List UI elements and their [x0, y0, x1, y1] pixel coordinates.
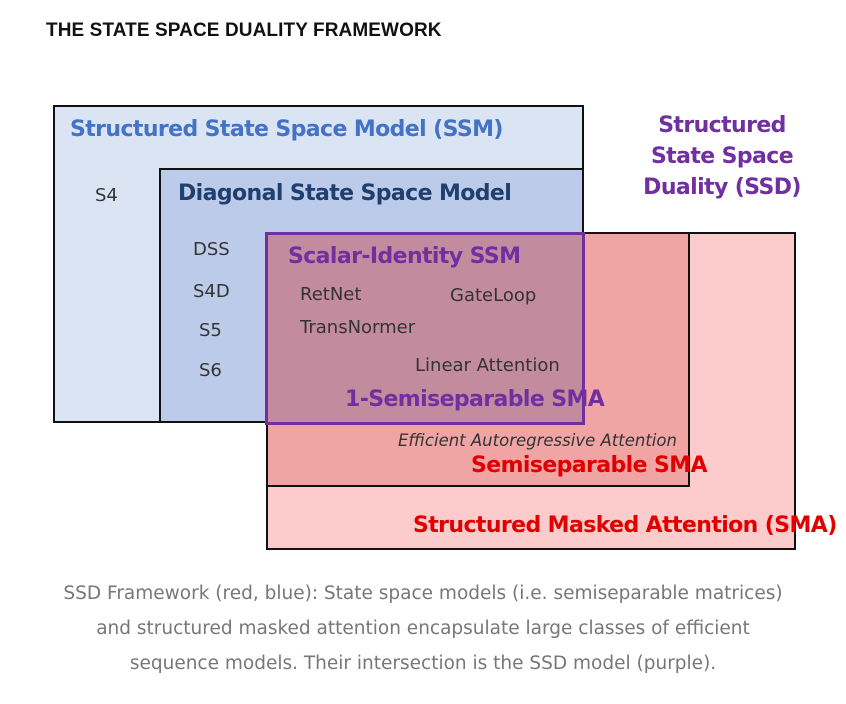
sma-label: Structured Masked Attention (SMA) [413, 513, 837, 538]
diagonal-ssm-label: Diagonal State Space Model [178, 181, 512, 206]
model-s6: S6 [199, 360, 222, 381]
caption-line-1: SSD Framework (red, blue): State space m… [63, 583, 783, 604]
model-transnormer: TransNormer [300, 317, 416, 338]
ssd-label-line-1: Structured [658, 113, 786, 138]
model-retnet: RetNet [300, 284, 362, 305]
model-gateloop: GateLoop [450, 285, 537, 306]
caption-line-2: and structured masked attention encapsul… [96, 618, 750, 639]
model-dss: DSS [193, 239, 230, 260]
scalar-identity-ssm-region [265, 232, 585, 425]
model-linear-attention: Linear Attention [415, 355, 560, 376]
ssm-label: Structured State Space Model (SSM) [70, 117, 503, 142]
scalar-identity-ssm-label: Scalar-Identity SSM [288, 244, 521, 269]
caption-line-3: sequence models. Their intersection is t… [129, 653, 717, 674]
ssd-label-line-3: Duality (SSD) [643, 175, 801, 200]
model-s5: S5 [199, 320, 222, 341]
page-title: THE STATE SPACE DUALITY FRAMEWORK [46, 20, 442, 41]
figure-caption: SSD Framework (red, blue): State space m… [20, 576, 826, 681]
ssd-label-line-2: State Space [650, 144, 794, 169]
one-semiseparable-sma-label: 1-Semiseparable SMA [345, 387, 605, 412]
efficient-autoregressive-attention-label: Efficient Autoregressive Attention [398, 431, 677, 450]
model-s4: S4 [95, 185, 118, 206]
ssd-label: Structured State Space Duality (SSD) [640, 110, 804, 203]
model-s4d: S4D [193, 281, 230, 302]
semiseparable-sma-label: Semiseparable SMA [471, 453, 708, 478]
